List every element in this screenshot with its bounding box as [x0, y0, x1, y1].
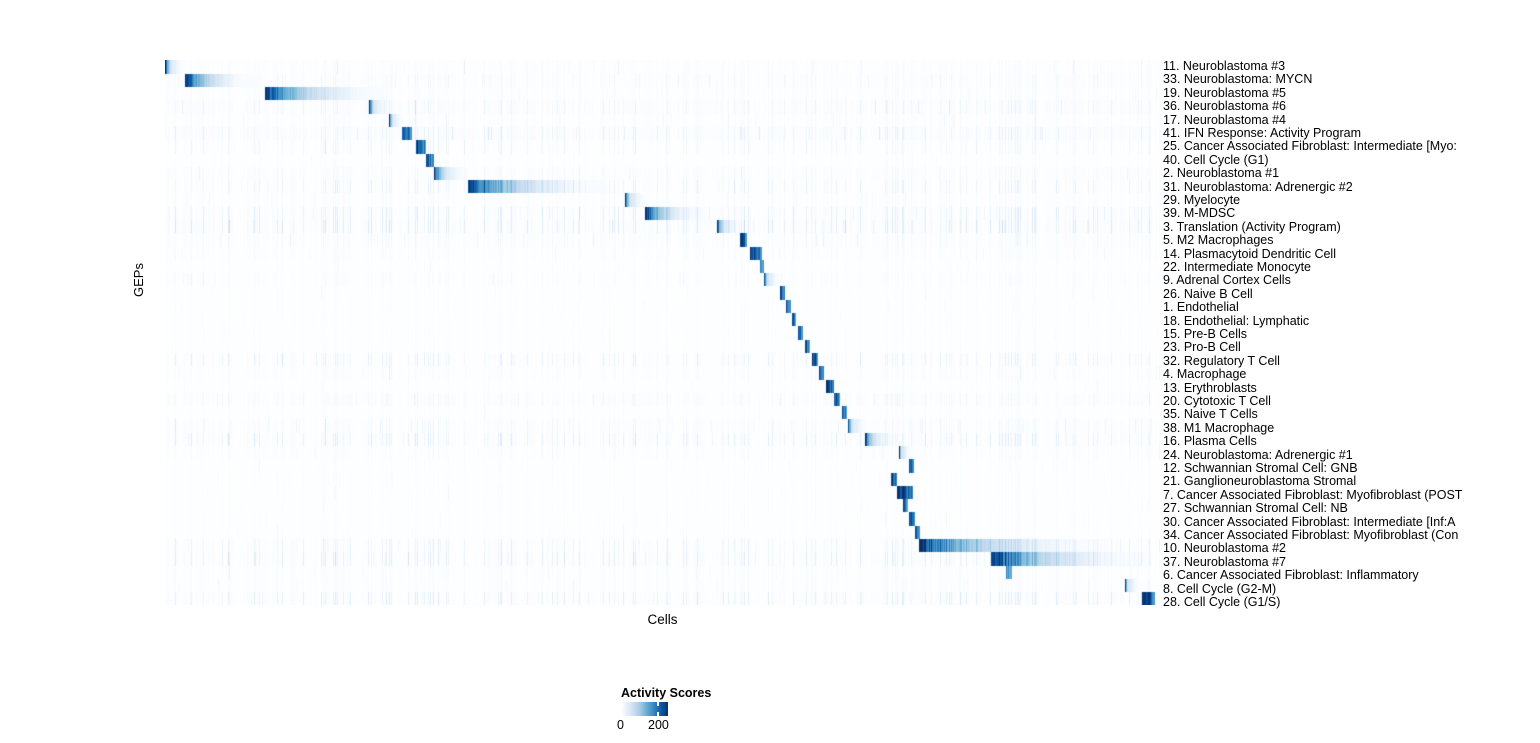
gep-row-label: 34. Cancer Associated Fibroblast: Myofib… — [1163, 528, 1459, 542]
gep-row-label: 12. Schwannian Stromal Cell: GNB — [1163, 461, 1358, 475]
colorbar-tick-0-top — [621, 701, 623, 706]
gep-row-label: 28. Cell Cycle (G1/S) — [1163, 595, 1281, 609]
gep-row-label: 8. Cell Cycle (G2-M) — [1163, 581, 1277, 596]
colorbar-tick-label-high: 200 — [648, 718, 669, 732]
colorbar-title: Activity Scores — [621, 686, 712, 700]
gep-row-label: 32. Regulatory T Cell — [1163, 353, 1280, 368]
gep-row-label: 19. Neuroblastoma #5 — [1163, 85, 1286, 100]
colorbar-tick-200-top — [657, 701, 659, 706]
gep-row-label: 33. Neuroblastoma: MYCN — [1163, 72, 1313, 87]
gep-row-label-list: 11. Neuroblastoma #3 33. Neuroblastoma: M… — [1163, 60, 1540, 620]
gep-row-label: 39. M-MDSC — [1163, 206, 1236, 221]
gep-row-label: 18. Endothelial: Lymphatic — [1163, 313, 1310, 328]
gep-row-label: 40. Cell Cycle (G1) — [1163, 152, 1269, 167]
gep-row-label: 36. Neuroblastoma #6 — [1163, 99, 1286, 114]
y-axis-label: GEPs — [131, 263, 146, 297]
gep-row-label: 9. Adrenal Cortex Cells — [1163, 273, 1291, 288]
gep-row-label: 26. Naive B Cell — [1163, 286, 1253, 301]
gep-row-label: 20. Cytotoxic T Cell — [1163, 394, 1271, 408]
gep-row-label: 37. Neuroblastoma #7 — [1163, 554, 1286, 569]
gep-row-label: 27. Schwannian Stromal Cell: NB — [1163, 501, 1348, 516]
gep-row-label: 22. Intermediate Monocyte — [1163, 260, 1311, 274]
gep-row-label: 35. Naive T Cells — [1163, 407, 1258, 422]
gep-row-label: 30. Cancer Associated Fibroblast: Interm… — [1163, 514, 1456, 529]
gep-row-label: 25. Cancer Associated Fibroblast: Interm… — [1163, 139, 1457, 154]
gep-row-label: 31. Neuroblastoma: Adrenergic #2 — [1163, 179, 1353, 194]
gep-row-label: 11. Neuroblastoma #3 — [1163, 60, 1286, 73]
gep-row-label: 17. Neuroblastoma #4 — [1163, 112, 1286, 127]
colorbar-tick-0-bottom — [621, 712, 623, 717]
gep-row-label: 38. M1 Macrophage — [1163, 420, 1275, 435]
colorbar-gradient — [621, 702, 668, 716]
gep-row-label: 23. Pro-B Cell — [1163, 340, 1241, 355]
gep-row-label: 21. Ganglioneuroblastoma Stromal — [1163, 474, 1357, 489]
gep-row-label: 15. Pre-B Cells — [1163, 327, 1248, 341]
colorbar-legend: Activity Scores 0 200 — [600, 686, 780, 743]
gep-row-label: 13. Erythroblasts — [1163, 380, 1257, 395]
gep-row-label: 24. Neuroblastoma: Adrenergic #1 — [1163, 447, 1353, 462]
gep-row-label: 10. Neuroblastoma #2 — [1163, 541, 1286, 556]
colorbar-tick-200-bottom — [657, 712, 659, 717]
gep-row-label: 5. M2 Macrophages — [1163, 233, 1274, 248]
colorbar-tick-label-low: 0 — [617, 718, 624, 732]
colorbar-gradient-wrap — [621, 701, 668, 717]
x-axis-label: Cells — [647, 612, 678, 627]
gep-row-label: 7. Cancer Associated Fibroblast: Myofibr… — [1163, 487, 1463, 502]
gep-row-label: 1. Endothelial — [1163, 300, 1239, 315]
gep-row-label: 41. IFN Response: Activity Program — [1163, 126, 1361, 140]
gep-row-label: 16. Plasma Cells — [1163, 434, 1257, 449]
gep-row-label: 3. Translation (Activity Program) — [1163, 219, 1341, 234]
gep-row-label: 14. Plasmacytoid Dendritic Cell — [1163, 246, 1336, 261]
heatmap-panel — [165, 60, 1160, 605]
gep-row-label: 29. Myelocyte — [1163, 193, 1241, 207]
gep-row-label: 4. Macrophage — [1163, 367, 1247, 382]
gep-row-label: 6. Cancer Associated Fibroblast: Inflamm… — [1163, 568, 1419, 583]
heatmap-canvas — [165, 60, 1160, 605]
gep-row-label: 2. Neuroblastoma #1 — [1163, 166, 1280, 181]
